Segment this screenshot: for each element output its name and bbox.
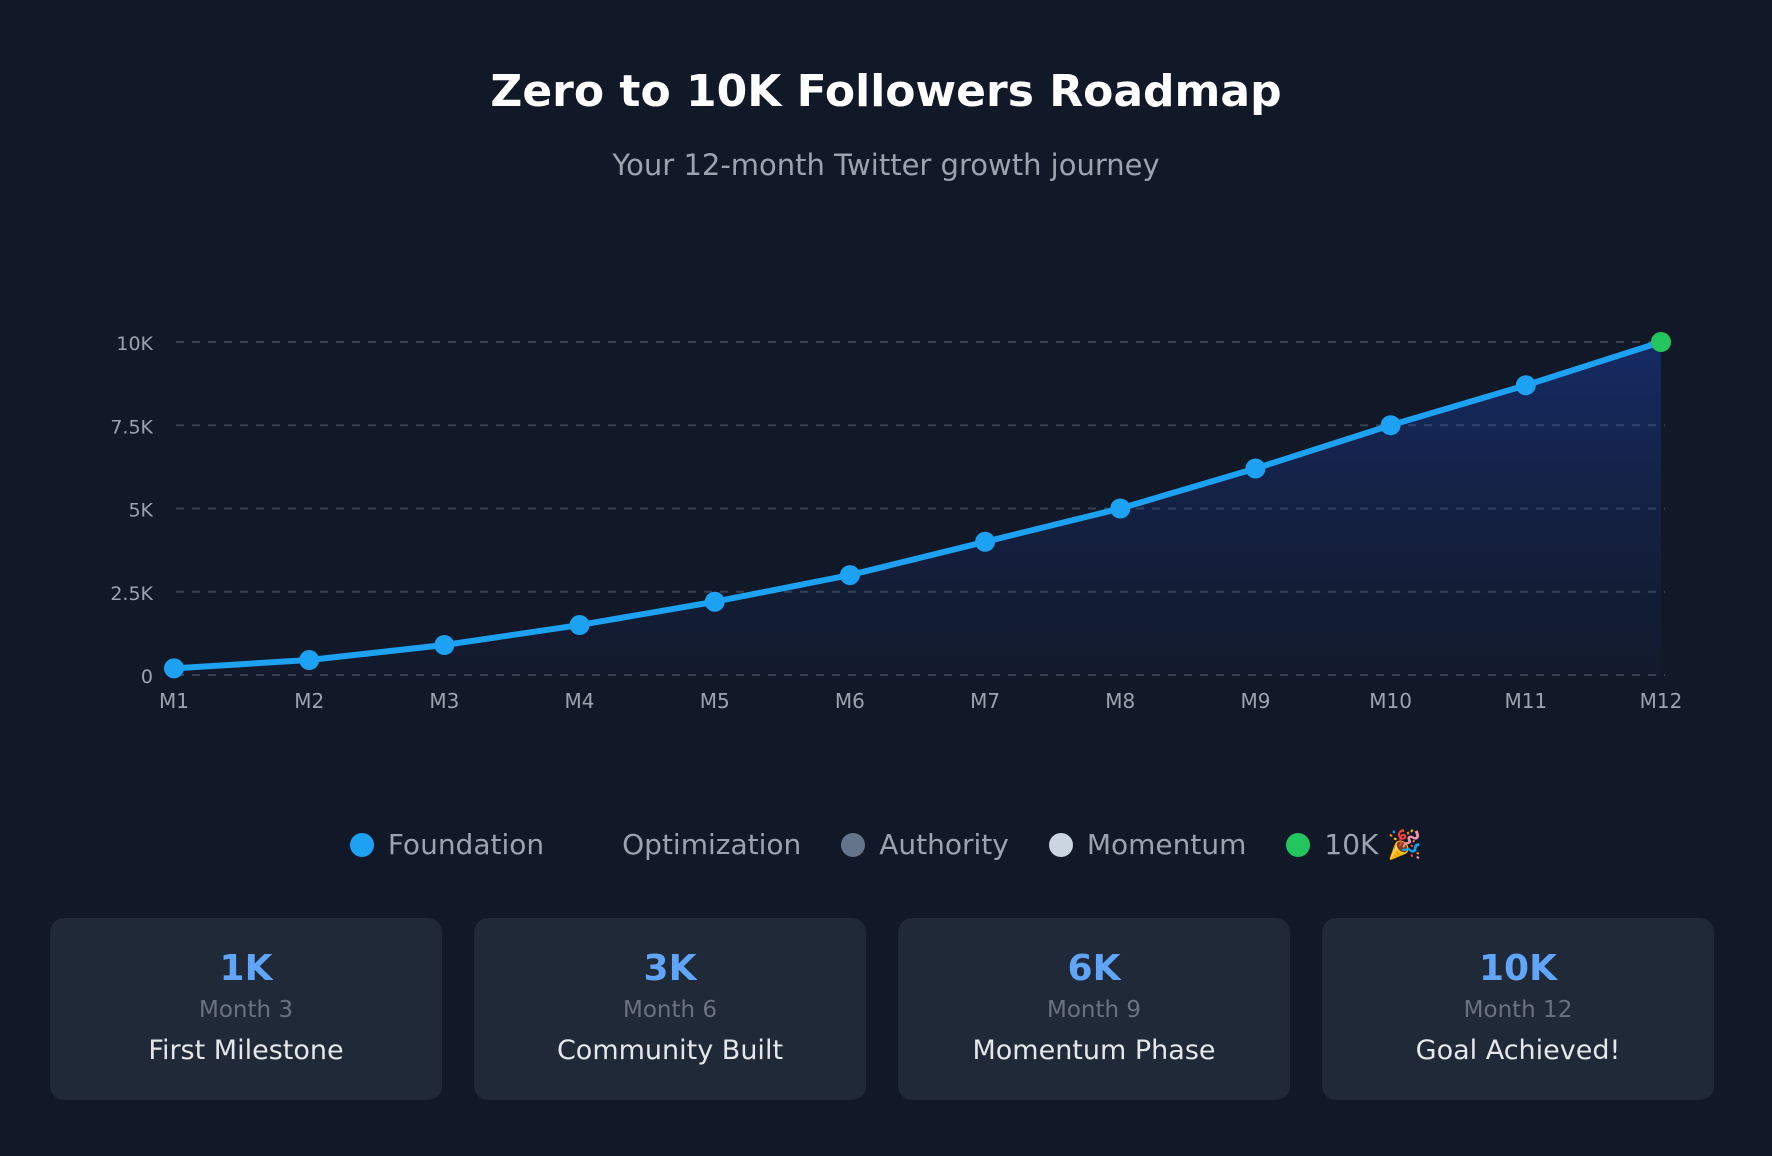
x-tick-label: M12 (1640, 689, 1683, 713)
data-point (1245, 458, 1266, 479)
legend-label: Foundation (387, 828, 545, 861)
milestone-month: Month 9 (1046, 997, 1142, 1023)
x-tick-label: M4 (565, 689, 595, 713)
x-tick-label: M6 (835, 689, 865, 713)
legend-dot-icon (584, 832, 609, 857)
y-tick-label: 10K (116, 333, 153, 355)
x-tick-label: M3 (429, 689, 459, 713)
chart-title: Zero to 10K Followers Roadmap (490, 66, 1282, 117)
legend-label: Momentum (1086, 828, 1247, 861)
y-tick-label: 5K (128, 500, 153, 522)
milestone-card: 6K Month 9 Momentum Phase (898, 918, 1290, 1100)
data-point (704, 591, 725, 612)
milestone-label: Momentum Phase (972, 1035, 1216, 1066)
milestone-card: 3K Month 6 Community Built (474, 918, 866, 1100)
legend-item: Optimization (584, 828, 801, 861)
legend-label: Authority (879, 828, 1009, 861)
line-chart: 0 2.5K 5K 7.5K 10K M1 M2 M3 M4 M5 M6 M7 M8 M9 M10 M11 M… (110, 332, 1683, 713)
milestone-value: 1K (219, 948, 273, 989)
legend-item: 10K 🎉 (1286, 828, 1422, 861)
data-point (569, 615, 590, 636)
milestone-month: Month 6 (622, 997, 718, 1023)
milestone-cards: 1K Month 3 First Milestone 3K Month 6 Co… (50, 918, 1714, 1100)
x-tick-label: M1 (159, 689, 189, 713)
milestone-value: 3K (643, 948, 697, 989)
data-point (434, 635, 455, 656)
milestone-month: Month 12 (1463, 997, 1573, 1023)
legend-dot-icon (841, 832, 866, 857)
legend-item: Momentum (1048, 828, 1247, 861)
legend-item: Foundation (349, 828, 545, 861)
milestone-card: 10K Month 12 Goal Achieved! (1322, 918, 1714, 1100)
y-tick-label: 0 (141, 666, 153, 688)
data-point (1651, 332, 1671, 352)
legend-dot-icon (1286, 832, 1311, 857)
milestone-month: Month 3 (198, 997, 294, 1023)
y-tick-label: 7.5K (110, 416, 153, 438)
chart-subtitle: Your 12-month Twitter growth journey (612, 148, 1160, 182)
data-point (975, 531, 996, 552)
x-tick-label: M7 (970, 689, 1000, 713)
legend: Foundation Optimization Authority Momentum 1… (0, 828, 1772, 861)
milestone-label: Goal Achieved! (1415, 1035, 1621, 1066)
data-point (1380, 415, 1401, 436)
area-fill (174, 342, 1661, 675)
y-tick-label: 2.5K (110, 583, 153, 605)
milestone-value: 6K (1067, 948, 1121, 989)
milestone-label: Community Built (556, 1035, 784, 1066)
legend-label: Optimization (622, 828, 802, 861)
x-tick-label: M5 (700, 689, 730, 713)
milestone-value: 10K (1479, 948, 1557, 989)
x-tick-label: M9 (1240, 689, 1270, 713)
series-line (173, 339, 1662, 672)
x-tick-label: M10 (1369, 689, 1412, 713)
milestone-label: First Milestone (148, 1035, 344, 1066)
legend-label: 10K 🎉 (1324, 828, 1423, 861)
x-tick-label: M2 (294, 689, 324, 713)
legend-dot-icon (1048, 832, 1073, 857)
x-tick-label: M11 (1504, 689, 1547, 713)
milestone-card: 1K Month 3 First Milestone (50, 918, 442, 1100)
data-point (164, 658, 184, 679)
data-point (1110, 498, 1131, 519)
x-tick-label: M8 (1105, 689, 1135, 713)
data-point (299, 650, 320, 671)
data-point (839, 565, 860, 586)
legend-dot-icon (349, 832, 374, 857)
data-point (1515, 375, 1536, 396)
legend-item: Authority (841, 828, 1009, 861)
